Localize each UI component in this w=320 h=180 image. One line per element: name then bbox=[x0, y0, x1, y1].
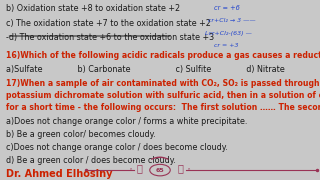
Text: a)Sulfate              b) Carbonate                  c) Sulfite              d) : a)Sulfate b) Carbonate c) Sulfite d) bbox=[6, 65, 285, 74]
Text: ⁀: ⁀ bbox=[152, 160, 168, 179]
Text: a)Does not change orange color / forms a white precipitate.: a)Does not change orange color / forms a… bbox=[6, 117, 248, 126]
Text: ⌣: ⌣ bbox=[136, 163, 142, 173]
Text: c)Does not change orange color / does become cloudy.: c)Does not change orange color / does be… bbox=[6, 143, 228, 152]
Text: Lcr+Cl₂-(63) —: Lcr+Cl₂-(63) — bbox=[205, 31, 252, 36]
Text: for a short time - the following occurs:  The first solution …… The second solut: for a short time - the following occurs:… bbox=[6, 103, 320, 112]
Text: 16)Which of the following acidic radicals produce a gas causes a reduction to Cr: 16)Which of the following acidic radical… bbox=[6, 51, 320, 60]
Text: potassium dichromate solution with sulfuric acid, then in a solution of calcium : potassium dichromate solution with sulfu… bbox=[6, 91, 320, 100]
Text: ⌢: ⌢ bbox=[178, 163, 184, 173]
Text: b) Be a green color/ becomes cloudy.: b) Be a green color/ becomes cloudy. bbox=[6, 130, 156, 139]
Text: c) The oxidation state +7 to the oxidation state +2: c) The oxidation state +7 to the oxidati… bbox=[6, 19, 211, 28]
Text: cr = +6: cr = +6 bbox=[214, 4, 240, 10]
Text: 17)When a sample of air contaminated with CO₂, SO₂ is passed through an acidifie: 17)When a sample of air contaminated wit… bbox=[6, 79, 320, 88]
Text: Dr. Ahmed Elhosiny: Dr. Ahmed Elhosiny bbox=[6, 169, 113, 179]
Text: ◦: ◦ bbox=[187, 167, 191, 173]
Text: d) Be a green color / does become cloudy.: d) Be a green color / does become cloudy… bbox=[6, 156, 176, 165]
Text: cr = +3: cr = +3 bbox=[214, 43, 239, 48]
Text: b) Oxidation state +8 to oxidation state +2: b) Oxidation state +8 to oxidation state… bbox=[6, 4, 180, 14]
Text: cr+Cl₂ → 3 ——: cr+Cl₂ → 3 —— bbox=[208, 18, 256, 23]
Text: ◦: ◦ bbox=[129, 167, 133, 173]
Text: 65: 65 bbox=[156, 168, 164, 173]
Text: -d) The oxidation state +6 to the oxidation state +3: -d) The oxidation state +6 to the oxidat… bbox=[6, 33, 214, 42]
